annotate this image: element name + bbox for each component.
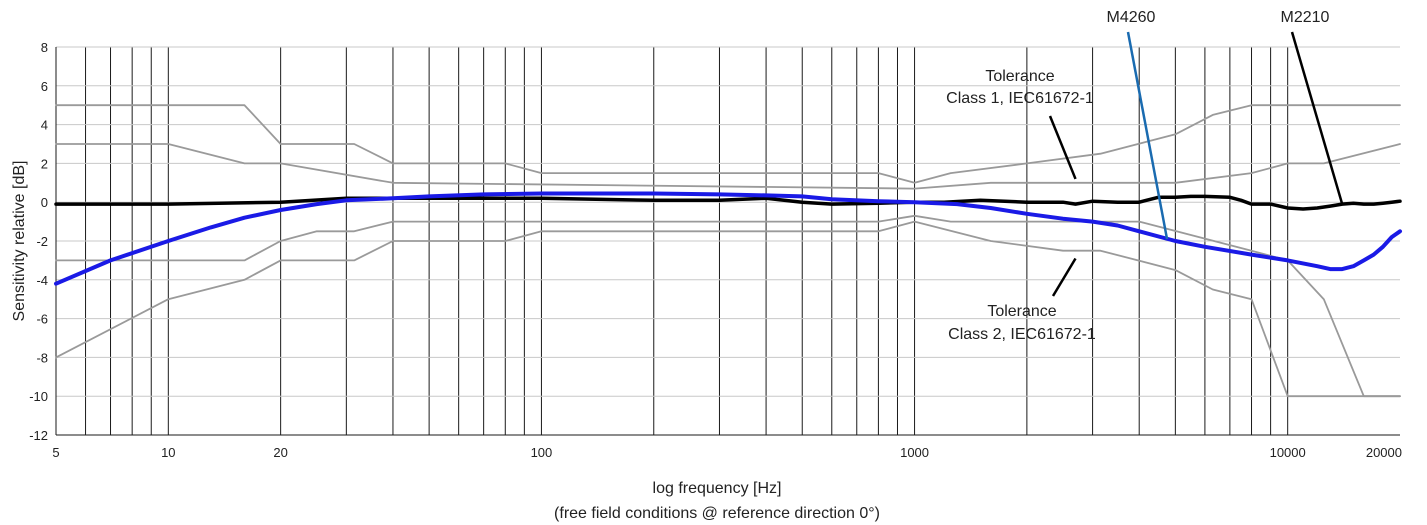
y-tick-label: 8 (41, 40, 48, 55)
y-tick-label: -6 (36, 312, 48, 327)
annotation-pointer-m2210 (1290, 31, 1344, 205)
y-tick-label: 2 (41, 156, 48, 171)
grid (56, 46, 1400, 436)
annotation-tolerance-class-2-line2: Class 2, IEC61672-1 (948, 326, 1096, 343)
x-tick-label: 5 (52, 445, 59, 460)
x-tick-label: 20000 (1366, 445, 1402, 460)
y-tick-label: -12 (29, 428, 48, 443)
x-tick-labels: 5 10 20 100 1000 10000 20000 (52, 445, 1402, 460)
y-tick-label: 0 (41, 195, 48, 210)
x-tick-label: 100 (531, 445, 553, 460)
annotation-pointer-class-2 (1051, 257, 1077, 297)
x-tick-label: 20 (273, 445, 287, 460)
x-tick-label: 1000 (900, 445, 929, 460)
annotation-tolerance-class-2: Tolerance (987, 303, 1056, 320)
y-tick-label: 6 (41, 79, 48, 94)
m4260-line (54, 191, 1402, 286)
y-tick-label: -8 (36, 350, 48, 365)
annotation-pointer-class-1 (1048, 115, 1077, 180)
annotation-m4260: M4260 (1107, 9, 1156, 26)
annotation-tolerance-class-1: Tolerance (985, 68, 1054, 85)
y-tick-labels: -12 -10 -8 -6 -4 -2 0 2 4 6 8 (29, 40, 48, 443)
tolerance-class-2-upper-line (55, 104, 1401, 184)
tolerance-class-1-upper-line (55, 143, 1401, 190)
tolerance-class-2-lower-line (55, 220, 1401, 398)
y-tick-label: -2 (36, 234, 48, 249)
x-axis-note: (free field conditions @ reference direc… (554, 505, 880, 522)
x-tick-label: 10 (161, 445, 175, 460)
x-tick-label: 10000 (1270, 445, 1306, 460)
y-tick-label: -4 (36, 273, 48, 288)
m2210-line (54, 194, 1402, 211)
series-lines (54, 104, 1402, 398)
annotation-pointer-m4260 (1126, 31, 1169, 240)
x-axis-label: log frequency [Hz] (653, 480, 782, 497)
tolerance-class-1-lower-line (55, 214, 1401, 398)
annotation-tolerance-class-1-line2: Class 1, IEC61672-1 (946, 90, 1094, 107)
y-tick-label: -10 (29, 389, 48, 404)
axes (55, 47, 1400, 436)
annotations: Tolerance Class 1, IEC61672-1 Tolerance Cla… (946, 9, 1344, 343)
y-axis-label: Sensitivity relative [dB] (11, 161, 28, 322)
annotation-m2210: M2210 (1281, 9, 1330, 26)
y-tick-label: 4 (41, 118, 48, 133)
